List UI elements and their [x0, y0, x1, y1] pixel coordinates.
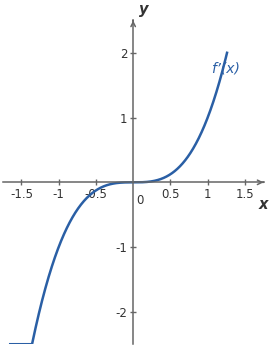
Text: 0: 0 [136, 194, 144, 207]
Text: y: y [139, 2, 149, 17]
Text: f’(x): f’(x) [211, 61, 240, 76]
Text: x: x [259, 197, 268, 212]
